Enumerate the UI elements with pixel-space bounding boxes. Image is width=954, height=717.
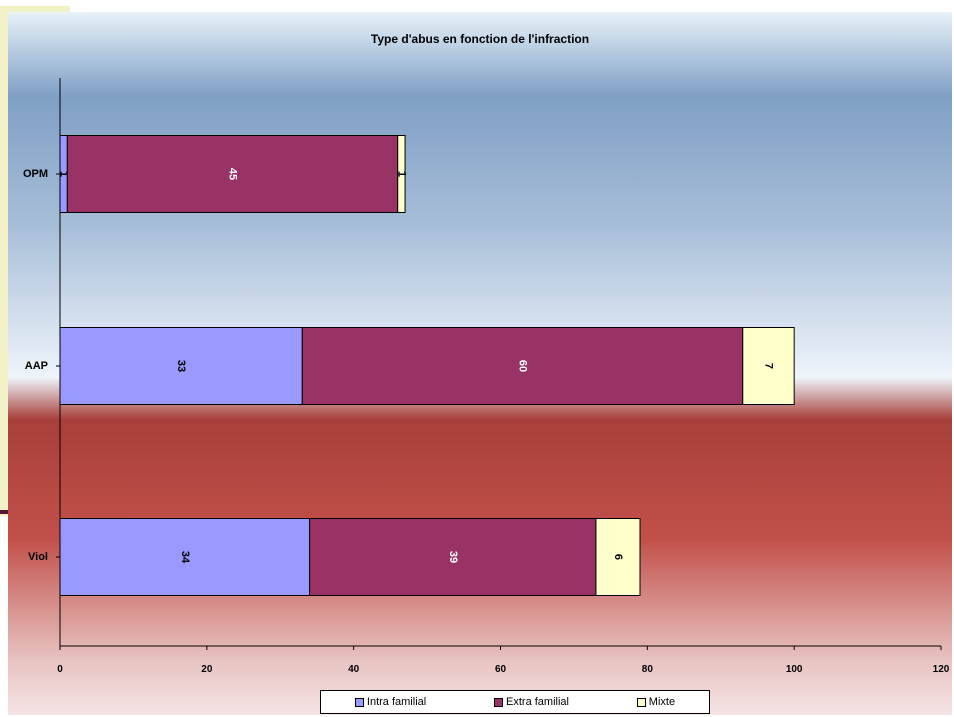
- legend-swatch-extra: [494, 697, 504, 707]
- x-tick-label-20: 20: [201, 664, 213, 675]
- x-tick-label-100: 100: [786, 664, 803, 675]
- bar-opm-mixte: [397, 135, 406, 213]
- data-label-opm-extra-familial: 45: [227, 168, 239, 180]
- data-label-viol-intra-familial: 34: [179, 551, 191, 564]
- legend-label-mixte: Mixte: [648, 696, 676, 708]
- data-label-opm-intra-familial: 1: [58, 171, 70, 177]
- chart-title: Type d'abus en fonction de l'infraction: [370, 32, 590, 46]
- data-label-opm-mixte: 1: [395, 171, 407, 177]
- legend-swatch-intra: [354, 697, 364, 707]
- bar-aap-extra-familial: [301, 327, 744, 405]
- legend-label-intra: Intra familial: [366, 696, 427, 708]
- x-tick-label-0: 0: [57, 664, 63, 675]
- x-tick-label-120: 120: [933, 664, 950, 675]
- x-tick-label-60: 60: [495, 664, 507, 675]
- bar-opm-extra-familial: [66, 135, 399, 213]
- category-label-opm: OPM: [23, 168, 48, 180]
- legend-item-mixte: Mixte: [636, 696, 676, 708]
- bar-aap-mixte: [742, 327, 795, 405]
- data-label-viol-mixte: 6: [612, 554, 624, 560]
- bar-viol-intra-familial: [59, 518, 311, 596]
- bar-viol-extra-familial: [309, 518, 597, 596]
- category-label-aap: AAP: [25, 360, 48, 372]
- legend-item-intra: Intra familial: [354, 696, 427, 708]
- legend: Intra familial Extra familial Mixte: [320, 690, 710, 714]
- category-label-viol: Viol: [28, 551, 48, 563]
- legend-label-extra: Extra familial: [506, 696, 569, 708]
- data-label-aap-intra-familial: 33: [175, 360, 187, 372]
- data-label-aap-extra-familial: 60: [517, 360, 529, 372]
- x-tick-label-80: 80: [642, 664, 654, 675]
- bar-aap-intra-familial: [59, 327, 303, 405]
- legend-item-extra: Extra familial: [494, 696, 569, 708]
- data-label-aap-mixte: 7: [762, 363, 774, 369]
- x-tick-label-40: 40: [348, 664, 360, 675]
- data-label-viol-extra-familial: 39: [447, 551, 459, 563]
- bar-viol-mixte: [595, 518, 641, 596]
- legend-swatch-mixte: [636, 697, 646, 707]
- slide-accent-line: [0, 510, 12, 514]
